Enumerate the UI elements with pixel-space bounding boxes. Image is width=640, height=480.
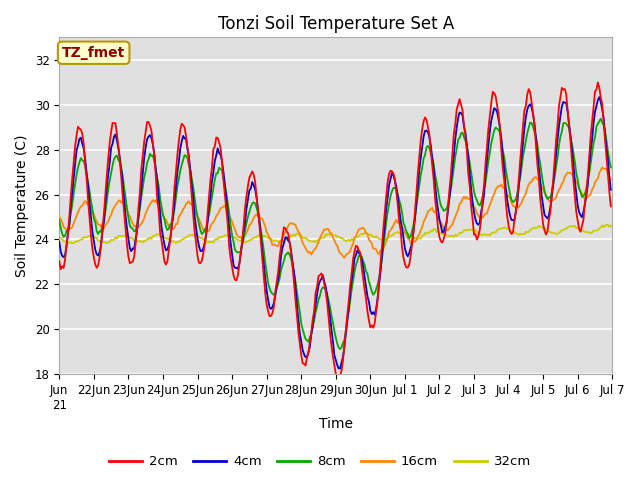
Y-axis label: Soil Temperature (C): Soil Temperature (C): [15, 134, 29, 277]
Text: TZ_fmet: TZ_fmet: [62, 46, 125, 60]
X-axis label: Time: Time: [319, 418, 353, 432]
Title: Tonzi Soil Temperature Set A: Tonzi Soil Temperature Set A: [218, 15, 454, 33]
Legend: 2cm, 4cm, 8cm, 16cm, 32cm: 2cm, 4cm, 8cm, 16cm, 32cm: [104, 450, 536, 473]
